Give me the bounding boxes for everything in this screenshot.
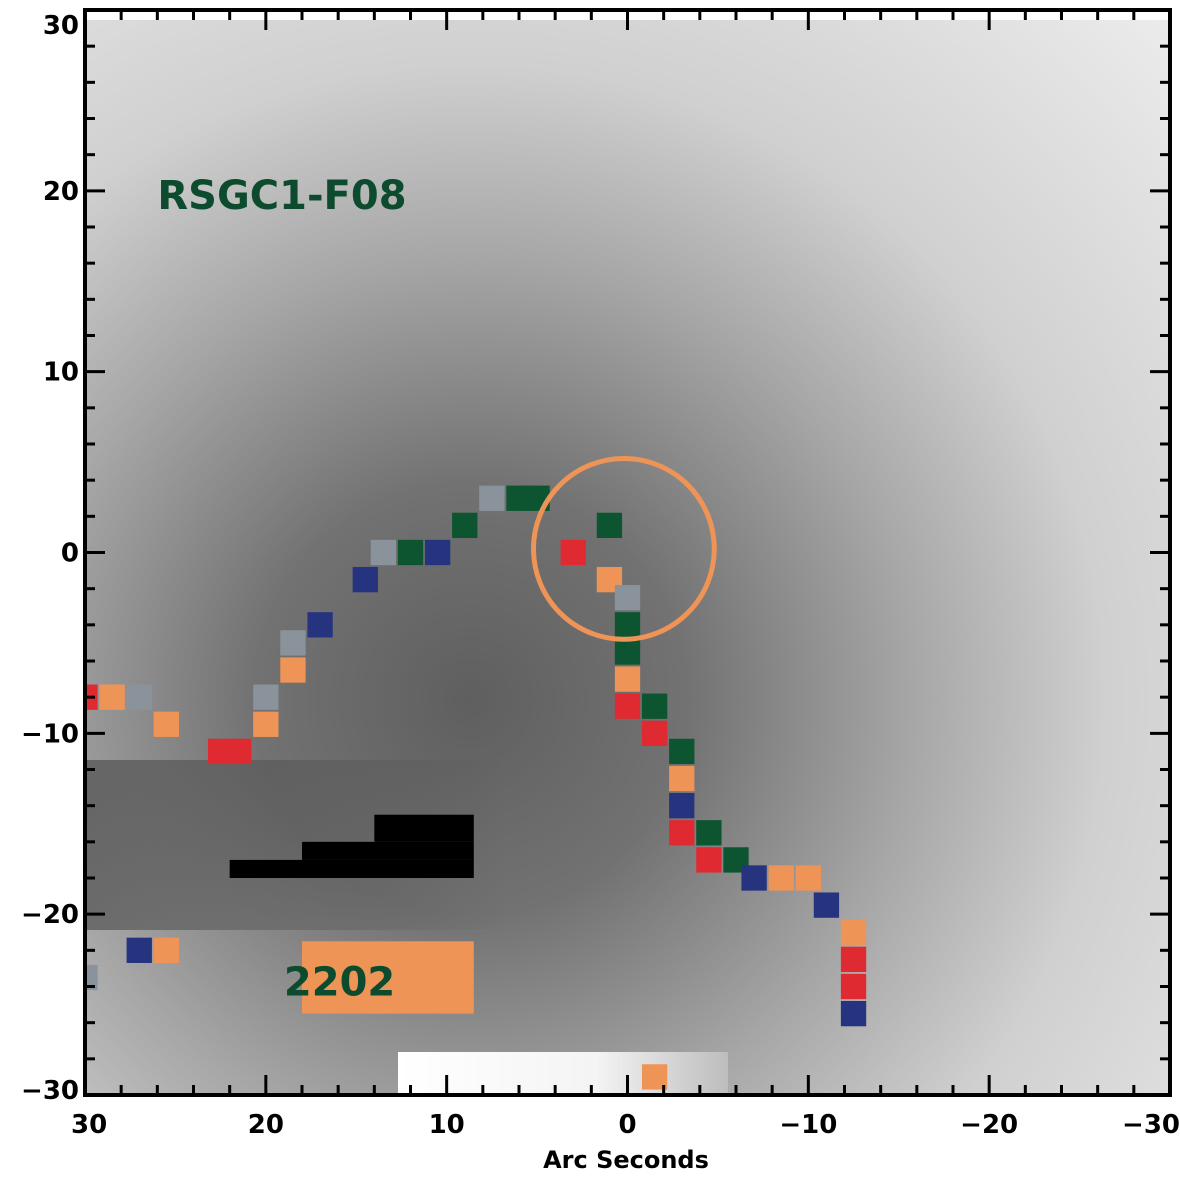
marker-orange xyxy=(669,765,695,792)
x-tick-label: −10 xyxy=(779,1110,837,1140)
annotation-2202: 2202 xyxy=(284,960,395,1006)
marker-red xyxy=(669,820,695,846)
x-tick-label: 10 xyxy=(429,1110,465,1140)
x-tick-labels: 30 20 10 0 −10 −20 −30 xyxy=(71,1110,1180,1140)
marker-orange xyxy=(614,666,641,692)
x-tick-label: −30 xyxy=(1122,1110,1180,1140)
marker-navy xyxy=(669,793,695,819)
marker-orange xyxy=(768,865,794,891)
marker-navy xyxy=(307,612,333,638)
marker-red xyxy=(840,946,867,973)
marker-orange xyxy=(253,711,279,737)
image-regions xyxy=(229,814,474,1014)
x-axis-title: Arc Seconds xyxy=(543,1146,709,1174)
marker-green xyxy=(452,512,478,539)
marker-navy xyxy=(352,566,378,593)
marker-green xyxy=(397,539,424,566)
marker-red xyxy=(840,973,867,1000)
x-tick-label: 30 xyxy=(71,1110,107,1140)
marker-navy xyxy=(126,937,152,963)
marker-green xyxy=(596,512,623,539)
marker-gray xyxy=(126,684,152,710)
marker-red xyxy=(696,847,722,873)
x-tick-label: 20 xyxy=(248,1110,284,1140)
x-tick-label: −20 xyxy=(960,1110,1018,1140)
marker-navy xyxy=(840,1000,867,1027)
image-bottom-light xyxy=(398,1052,728,1095)
marker-navy xyxy=(424,539,451,566)
aperture-circle xyxy=(530,455,717,642)
y-tick-label: 10 xyxy=(43,358,79,388)
y-tick-label: −10 xyxy=(21,719,79,749)
y-tick-labels: 30 20 10 0 −10 −20 −30 xyxy=(21,11,79,1106)
annotation-rsgc1-f08: RSGC1-F08 xyxy=(157,173,406,219)
marker-orange xyxy=(840,919,867,945)
marker-red xyxy=(614,693,641,719)
image-region-black-block-1 xyxy=(229,859,474,878)
axis-ticks xyxy=(83,8,1172,1097)
marker-red xyxy=(560,539,586,566)
marker-green xyxy=(614,612,641,638)
y-tick-label: −30 xyxy=(21,1076,79,1106)
marker-orange xyxy=(153,711,180,737)
image-region-black-block-3 xyxy=(374,814,474,842)
marker-orange xyxy=(795,865,821,891)
marker-red xyxy=(641,720,668,746)
marker-gray xyxy=(370,539,397,566)
marker-orange xyxy=(153,937,180,963)
image-region-orange-region xyxy=(302,941,474,1014)
x-tick-label: 0 xyxy=(618,1110,636,1140)
marker-gray xyxy=(614,585,641,611)
y-tick-label: −20 xyxy=(21,900,79,930)
y-tick-label: 30 xyxy=(43,11,79,41)
marker-green xyxy=(696,820,722,846)
marker-gray xyxy=(85,964,98,991)
marker-layer xyxy=(85,485,867,1090)
y-tick-label: 20 xyxy=(43,177,79,207)
marker-gray xyxy=(280,630,306,656)
marker-green xyxy=(641,693,668,719)
marker-gray xyxy=(479,485,505,511)
marker-orange xyxy=(99,684,125,710)
marker-green xyxy=(614,639,641,665)
marker-gray xyxy=(253,684,279,710)
marker-red xyxy=(226,738,252,765)
image-region-black-block-2 xyxy=(302,841,474,860)
marker-orange xyxy=(280,657,306,683)
marker-navy xyxy=(813,892,840,918)
y-tick-label: 0 xyxy=(61,539,79,569)
marker-navy xyxy=(741,865,767,891)
marker-green xyxy=(669,738,695,765)
